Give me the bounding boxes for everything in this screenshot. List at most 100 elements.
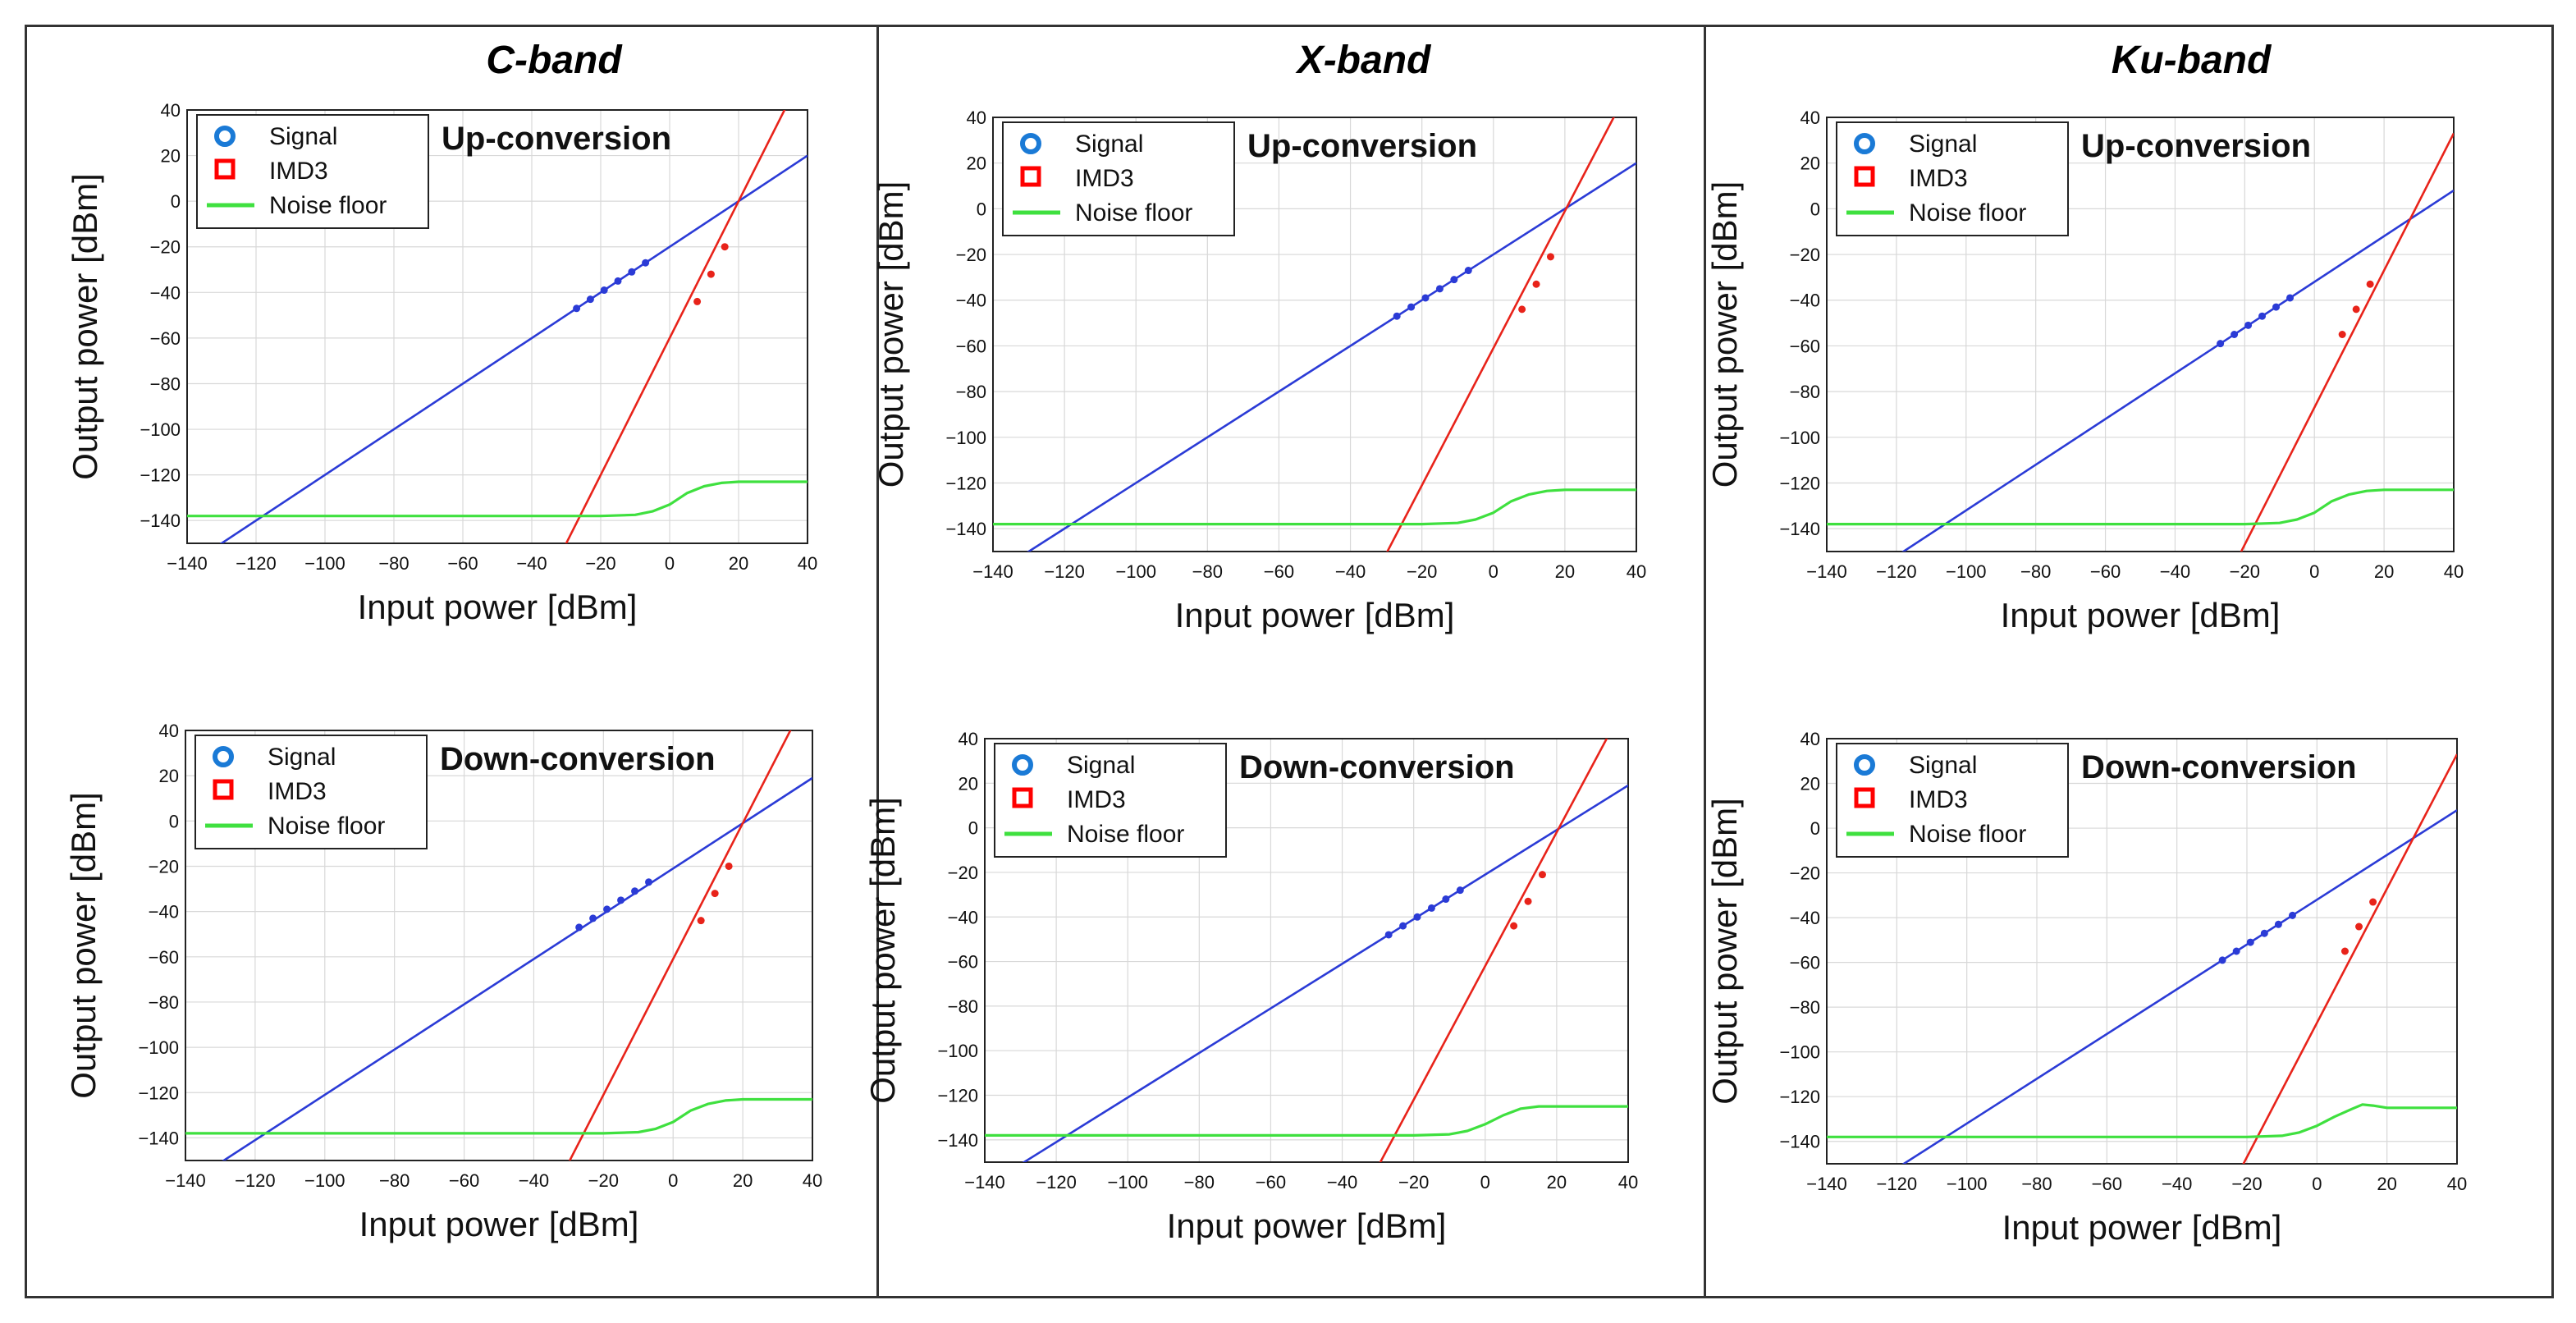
y-tick-label: −60 <box>150 328 181 349</box>
y-tick-label: 40 <box>1800 729 1820 749</box>
y-tick-label: −100 <box>937 1041 978 1061</box>
y-tick-label: −20 <box>149 856 179 877</box>
legend-label-imd3: IMD3 <box>269 158 328 185</box>
legend-label-signal: Signal <box>269 123 337 150</box>
x-tick-label: −40 <box>1335 561 1366 582</box>
y-tick-label: −40 <box>1790 908 1820 928</box>
x-axis-label: Input power [dBm] <box>358 588 638 626</box>
x-tick-label: 40 <box>2444 561 2464 582</box>
x-tick-label: −20 <box>588 1170 619 1191</box>
legend-label-imd3: IMD3 <box>1909 786 1968 813</box>
mode-annotation: Down-conversion <box>2081 749 2357 785</box>
x-tick-label: −100 <box>1107 1172 1148 1193</box>
x-tick-label: 20 <box>2377 1174 2396 1194</box>
y-tick-label: 0 <box>171 191 181 212</box>
legend-label-noise-floor: Noise floor <box>1909 199 2026 227</box>
y-tick-label: −140 <box>1779 1132 1820 1152</box>
x-tick-label: −40 <box>2160 561 2190 582</box>
data-point-signal <box>1435 285 1444 293</box>
axes-frame <box>984 738 1629 1163</box>
chart-c-band-down-conversion: −140 −120 −100 −80 −60 −40 −20 0 20 40 40 20 0 −20 −40… <box>64 721 822 1243</box>
data-point-signal <box>2244 321 2253 329</box>
x-tick-label: −40 <box>519 1170 549 1191</box>
data-point-signal <box>2231 331 2239 338</box>
legend-box <box>196 114 429 229</box>
plot-series <box>985 739 1628 1162</box>
y-tick-label: 40 <box>161 100 181 121</box>
x-tick-label: −60 <box>2092 1174 2122 1194</box>
x-tick-label: −60 <box>1256 1172 1286 1193</box>
y-axis-label: Output power [dBm] <box>64 792 103 1099</box>
data-point-imd3 <box>1524 897 1532 905</box>
x-tick-label: −100 <box>1947 1174 1988 1194</box>
plot-series <box>1827 132 2454 552</box>
plot-series <box>185 730 812 1160</box>
data-point-imd3 <box>1546 253 1554 261</box>
series-line-imd3 <box>1379 739 1608 1162</box>
legend-label-noise-floor: Noise floor <box>1909 821 2026 848</box>
data-point-imd3 <box>707 270 715 278</box>
series-line-signal <box>1027 162 1636 552</box>
data-point-signal <box>642 259 650 267</box>
mode-annotation: Up-conversion <box>2081 128 2311 164</box>
y-tick-label: −140 <box>945 519 986 539</box>
y-tick-label: −60 <box>956 336 986 356</box>
series-line-noise-floor <box>993 488 1636 526</box>
x-tick-label: −120 <box>1036 1172 1077 1193</box>
series-line-signal <box>219 154 808 543</box>
y-tick-label: 40 <box>967 108 986 128</box>
axes-frame <box>992 117 1637 552</box>
data-point-signal <box>2258 312 2267 320</box>
y-tick-label: −20 <box>948 863 978 883</box>
mode-annotation: Down-conversion <box>1239 749 1515 785</box>
y-tick-label: −120 <box>1779 473 1820 493</box>
y-tick-label: 40 <box>959 729 978 749</box>
data-point-signal <box>586 295 594 304</box>
data-point-imd3 <box>1532 280 1540 288</box>
series-line-imd3 <box>568 730 792 1160</box>
x-tick-label: −40 <box>516 553 547 574</box>
x-tick-label: −140 <box>1806 561 1847 582</box>
y-tick-label: −40 <box>1790 291 1820 311</box>
y-axis-label: Output power [dBm] <box>872 181 910 488</box>
x-tick-label: −20 <box>2231 1174 2262 1194</box>
x-tick-label: 20 <box>733 1170 753 1191</box>
y-tick-label: −140 <box>138 1128 179 1148</box>
x-tick-label: −100 <box>1115 561 1156 582</box>
x-tick-label: −80 <box>1192 561 1223 582</box>
y-tick-label: 0 <box>1810 199 1820 219</box>
data-point-signal <box>645 878 653 886</box>
y-tick-label: −80 <box>948 996 978 1017</box>
legend-marker-signal <box>1012 754 1033 776</box>
y-tick-label: −60 <box>1790 953 1820 973</box>
data-point-signal <box>2272 303 2281 311</box>
y-tick-label: 0 <box>1810 818 1820 839</box>
y-tick-label: −40 <box>948 907 978 927</box>
y-tick-label: 20 <box>159 766 179 786</box>
y-tick-label: −60 <box>948 952 978 973</box>
data-point-signal <box>2286 294 2295 302</box>
legend: Signal IMD3 Noise floor <box>194 735 428 849</box>
data-point-signal <box>575 923 583 932</box>
legend-box <box>194 735 428 849</box>
legend-marker-signal <box>1020 133 1041 154</box>
data-point-signal <box>631 887 639 895</box>
data-point-signal <box>1399 922 1407 930</box>
y-tick-label: 0 <box>977 199 986 219</box>
legend-label-noise-floor: Noise floor <box>1067 821 1184 848</box>
x-axis-label: Input power [dBm] <box>1167 1206 1447 1245</box>
series-line-imd3 <box>565 110 786 543</box>
series-line-imd3 <box>1386 117 1615 552</box>
legend-label-imd3: IMD3 <box>1067 786 1126 813</box>
x-tick-label: −120 <box>1044 561 1085 582</box>
x-tick-label: −20 <box>1407 561 1437 582</box>
x-tick-label: −140 <box>165 1170 206 1191</box>
axes-frame <box>186 109 808 544</box>
y-tick-label: 20 <box>967 153 986 174</box>
data-point-imd3 <box>2338 331 2346 338</box>
legend: Signal IMD3 Noise floor <box>1002 121 1235 236</box>
legend-marker-imd3 <box>1854 166 1875 187</box>
y-tick-label: −100 <box>1779 1042 1820 1063</box>
y-tick-label: −80 <box>150 373 181 394</box>
